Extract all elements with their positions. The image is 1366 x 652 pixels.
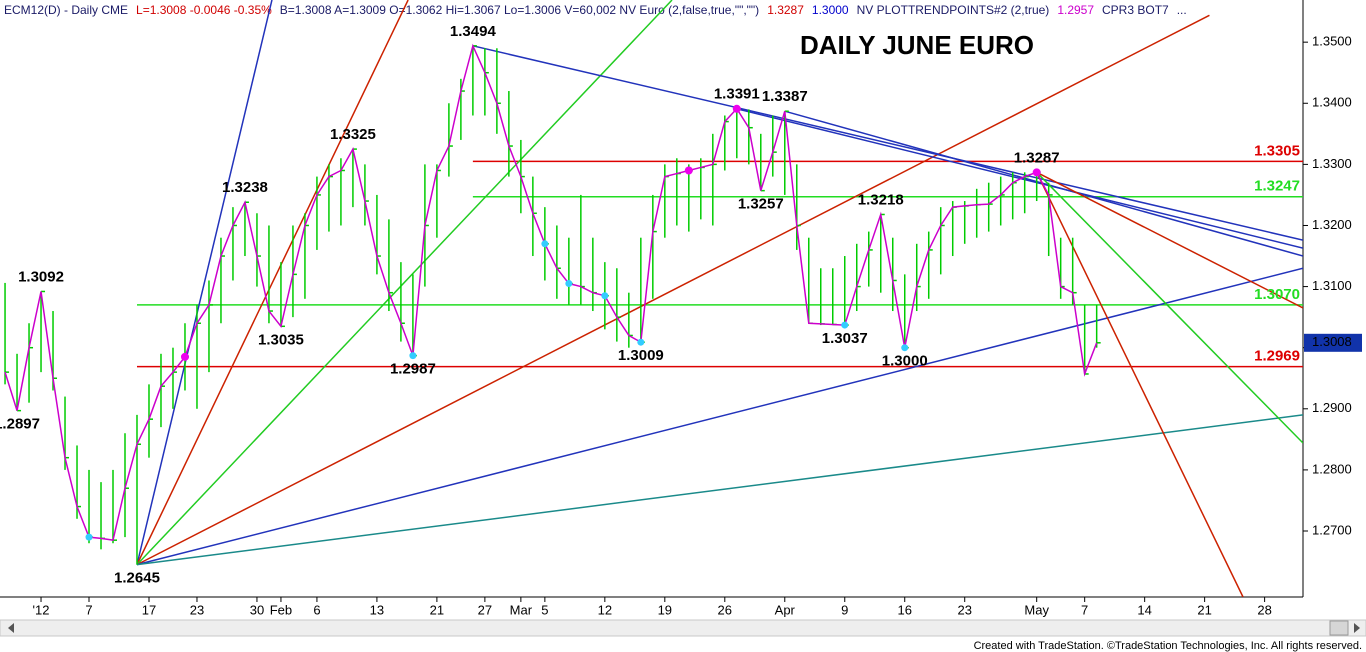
swing-low-dot [841, 321, 849, 329]
x-tick-label: 27 [478, 602, 492, 617]
header-item: NV PLOTTRENDPOINTS#2 (2,true) [857, 3, 1050, 17]
level-label: 1.3247 [1254, 178, 1300, 195]
x-tick-label: 23 [190, 602, 204, 617]
level-label: 1.3070 [1254, 286, 1300, 303]
header-item: 1.3287 [767, 3, 804, 17]
y-tick-label: 1.3500 [1312, 34, 1352, 49]
swing-low-dot [565, 280, 573, 288]
trendline [784, 110, 1303, 257]
trendline [1036, 171, 1244, 597]
trendline [136, 414, 1303, 566]
price-label: 1.2897 [0, 416, 40, 433]
x-tick-label: '12 [33, 602, 50, 617]
price-label: 1.3238 [222, 179, 268, 196]
price-label: 1.3037 [822, 330, 868, 347]
x-tick-label: Apr [775, 602, 796, 617]
scroll-right[interactable] [1354, 623, 1360, 633]
level-label: 1.2969 [1254, 348, 1300, 365]
y-tick-label: 1.2900 [1312, 400, 1352, 415]
scroll-track [0, 619, 1366, 637]
x-tick-label: 14 [1137, 602, 1151, 617]
y-tick-label: 1.3100 [1312, 278, 1352, 293]
plot-area [4, 0, 1303, 597]
scroll-left[interactable] [8, 623, 14, 633]
y-tick-label: 1.3400 [1312, 95, 1352, 110]
trendline [1036, 171, 1303, 309]
trendline [136, 267, 1303, 566]
swing-low-dot [901, 344, 909, 352]
x-tick-label: 19 [658, 602, 672, 617]
x-tick-label: May [1024, 602, 1049, 617]
trendline [136, 0, 409, 565]
x-tick-label: 16 [898, 602, 912, 617]
x-tick-label: 28 [1257, 602, 1271, 617]
x-tick-label: 30 [250, 602, 264, 617]
header-item: CPR3 BOT7 [1102, 3, 1169, 17]
swing-low-dot [601, 292, 609, 300]
y-tick-label: 1.2800 [1312, 461, 1352, 476]
price-label: 1.3218 [858, 191, 904, 208]
x-tick-label: 21 [1197, 602, 1211, 617]
x-tick-label: 9 [841, 602, 848, 617]
price-label: 1.2645 [114, 570, 160, 587]
x-tick-label: 7 [1081, 602, 1088, 617]
header: ECM12(D) - Daily CME L=1.3008 -0.0046 -0.… [4, 3, 1187, 17]
last-price-box [1304, 333, 1362, 352]
level-label: 1.3305 [1254, 142, 1300, 159]
trendline [1036, 171, 1303, 444]
header-item: ... [1177, 3, 1187, 17]
swing-line [4, 43, 1098, 542]
price-label: 1.3287 [1014, 149, 1060, 166]
x-tick-label: 17 [142, 602, 156, 617]
y-tick-label: 1.2700 [1312, 522, 1352, 537]
x-tick-label: Feb [270, 602, 292, 617]
x-tick-label: 21 [430, 602, 444, 617]
header-item: 1.3000 [812, 3, 849, 17]
x-tick-label: Mar [510, 602, 533, 617]
x-tick-label: 5 [541, 602, 548, 617]
y-tick-label: 1.3300 [1312, 156, 1352, 171]
swing-low-dot [409, 352, 417, 360]
swing-high-dot [180, 352, 189, 361]
x-tick-label: 26 [718, 602, 732, 617]
price-label: 1.3325 [330, 126, 376, 143]
price-label: 1.2987 [390, 361, 436, 378]
header-item: B=1.3008 A=1.3009 O=1.3062 Hi=1.3067 Lo=… [280, 3, 759, 17]
trendline [136, 0, 673, 566]
swing-high-dot [732, 104, 741, 113]
trendline [136, 14, 1210, 566]
scrollbar[interactable] [0, 619, 1366, 637]
trendline [136, 0, 273, 565]
header-item: 1.2957 [1057, 3, 1094, 17]
x-tick-label: 6 [313, 602, 320, 617]
header-item: ECM12(D) - Daily CME [4, 3, 128, 17]
header-item: L=1.3008 -0.0046 -0.35% [136, 3, 272, 17]
scroll-thumb[interactable] [1329, 620, 1349, 636]
swing-high-dot [1032, 168, 1041, 177]
swing-low-dot [85, 533, 93, 541]
x-tick-label: 13 [370, 602, 384, 617]
footer: Created with TradeStation. ©TradeStation… [974, 640, 1362, 652]
trendline [472, 45, 1303, 241]
price-label: 1.3000 [882, 353, 928, 370]
price-label: 1.3257 [738, 196, 784, 213]
swing-low-dot [541, 240, 549, 248]
x-tick-label: 12 [598, 602, 612, 617]
price-label: 1.3035 [258, 331, 304, 348]
last-price-label: 1.3008 [1312, 334, 1352, 349]
swing-low-dot [637, 338, 645, 346]
price-label: 1.3494 [450, 23, 497, 40]
chart-title: DAILY JUNE EURO [800, 30, 1034, 60]
price-label: 1.3391 [714, 86, 760, 103]
price-label: 1.3387 [762, 88, 808, 105]
x-tick-label: 23 [957, 602, 971, 617]
swing-high-dot [684, 166, 693, 175]
y-tick-label: 1.3200 [1312, 217, 1352, 232]
price-label: 1.3009 [618, 347, 664, 364]
x-tick-label: 7 [85, 602, 92, 617]
price-label: 1.3092 [18, 268, 64, 285]
